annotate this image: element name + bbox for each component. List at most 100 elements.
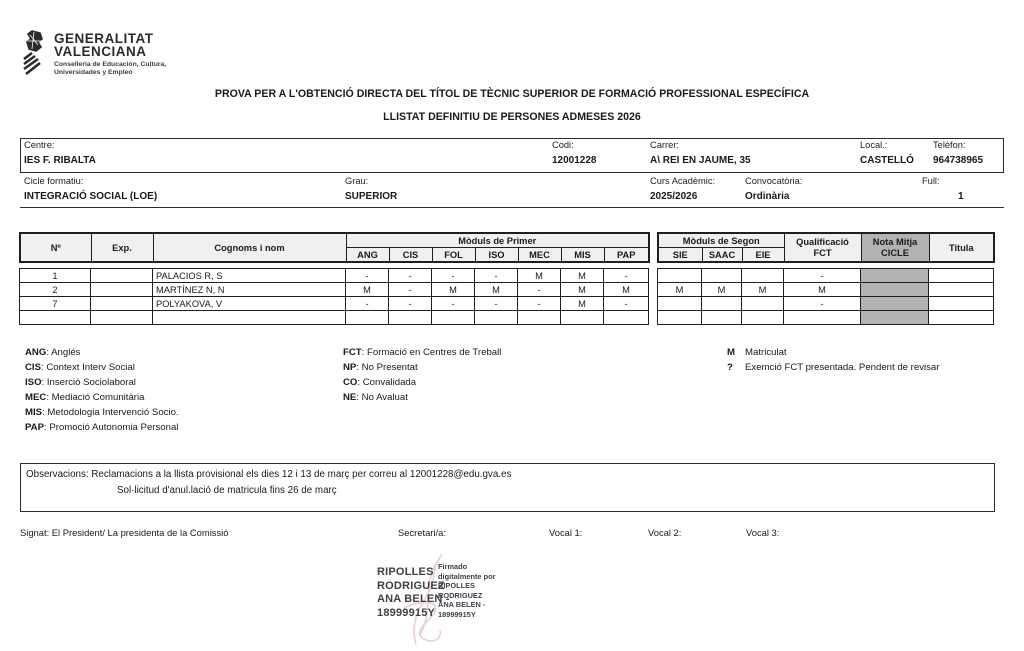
- cell-mis: M: [560, 296, 604, 311]
- cell-iso: [474, 310, 518, 325]
- legend-code: CIS: [25, 362, 41, 373]
- legend-code: FCT: [343, 347, 362, 358]
- center-info-top-border: [20, 138, 1004, 173]
- carrer-value: A\ REI EN JAUME, 35: [650, 155, 751, 166]
- table-row: Mòduls de Segon Qualificació FCT Nota Mi…: [657, 232, 995, 263]
- cell-ang: M: [345, 282, 389, 297]
- legend-desc: Mediació Comunitària: [51, 392, 145, 403]
- cicle-label: Cicle formatiu:: [24, 176, 84, 186]
- cell-name: PALACIOS R, S: [152, 268, 346, 283]
- carrer-label: Carrer:: [650, 140, 679, 150]
- col-header-sie: SIE: [657, 247, 703, 263]
- convocatoria-label: Convocatòria:: [745, 176, 803, 186]
- col-header-exp: Exp.: [90, 232, 154, 263]
- col-header-iso: ISO: [474, 247, 519, 263]
- col-header-cis: CIS: [388, 247, 433, 263]
- table-row: SIE SAAC EIE: [657, 247, 994, 263]
- legend-desc: Inserció Sociolaboral: [46, 377, 136, 388]
- table-row: [19, 310, 649, 325]
- cell-nota-mitja: [860, 268, 929, 283]
- legend-code: PAP: [25, 422, 45, 433]
- cicle-value: INTEGRACIÓ SOCIAL (LOE): [24, 191, 158, 202]
- observations-box: Observacions: Reclamacions a la llista p…: [20, 463, 995, 512]
- cell-eie: M: [741, 282, 784, 297]
- col-header-eie: EIE: [741, 247, 785, 263]
- cell-num: 7: [19, 296, 91, 311]
- table-row: 2 MARTÍNEZ N, N M - M M - M M: [19, 282, 649, 297]
- cell-sie: M: [657, 282, 702, 297]
- cell-fct: M: [783, 282, 861, 297]
- legend-separator: :: [41, 362, 47, 373]
- digital-signature-name: RIPOLLES RODRIGUEZ ANA BELEN - 18999915Y: [377, 566, 450, 619]
- generalitat-emblem-icon: [23, 30, 43, 76]
- legend-item-mec: MEC: Mediació Comunitària: [25, 392, 144, 403]
- cell-mec: M: [517, 268, 561, 283]
- col-header-mec: MEC: [517, 247, 562, 263]
- legend-desc: Anglés: [51, 347, 81, 358]
- cell-mis: M: [560, 282, 604, 297]
- results-table-header-right: Mòduls de Segon Qualificació FCT Nota Mi…: [657, 232, 995, 263]
- cell-mec: -: [517, 296, 561, 311]
- cell-eie: [741, 268, 784, 283]
- legend-item-mis: MIS: Metodologia Intervenció Socio.: [25, 407, 179, 418]
- cell-mis: M: [560, 268, 604, 283]
- cell-name: MARTÍNEZ N, N: [152, 282, 346, 297]
- col-header-titula: Titula: [928, 232, 995, 263]
- cell-fol: M: [431, 282, 475, 297]
- cell-exp: [90, 268, 153, 283]
- legend-code: MIS: [25, 407, 43, 418]
- full-value: 1: [958, 191, 964, 202]
- legend-separator: :: [46, 347, 52, 358]
- cell-sie: [657, 268, 702, 283]
- cell-cis: -: [388, 268, 432, 283]
- legend-separator: :: [357, 377, 363, 388]
- cell-num: 1: [19, 268, 91, 283]
- legend-item-cis: CIS: Context Interv Social: [25, 362, 135, 373]
- cell-titula: [928, 282, 994, 297]
- results-table-header-left: Nº Exp. Cognoms i nom Mòduls de Primer A…: [19, 232, 650, 263]
- legend-item-iso: ISO: Inserció Sociolaboral: [25, 377, 136, 388]
- legend-item-ne: NE: No Avaluat: [343, 392, 408, 403]
- cell-fct: -: [783, 296, 861, 311]
- curs-label: Curs Acadèmic:: [650, 176, 716, 186]
- legend-code: ?: [727, 362, 733, 373]
- legend-code: CO: [343, 377, 358, 388]
- legend-item-co: CO: Convalidada: [343, 377, 416, 388]
- legend-separator: :: [361, 347, 367, 358]
- observations-line1: Observacions: Reclamacions a la llista p…: [26, 469, 512, 480]
- signature-secretari-label: Secretari/a:: [398, 527, 446, 538]
- qualificacio-line: Qualificació: [796, 236, 849, 247]
- legend-desc: Metodologia Intervenció Socio.: [47, 407, 179, 418]
- cell-nota-mitja: [860, 282, 929, 297]
- cell-nota-mitja: [860, 310, 929, 325]
- legend-desc: No Avaluat: [361, 392, 408, 403]
- nota-mitja-line: Nota Mitja: [872, 236, 918, 247]
- col-header-mis: MIS: [560, 247, 605, 263]
- curs-value: 2025/2026: [650, 191, 698, 202]
- cell-num: [19, 310, 91, 325]
- cell-mec: -: [517, 282, 561, 297]
- legend-desc: No Presentat: [361, 362, 418, 373]
- local-label: Local.:: [860, 140, 888, 150]
- legend-item-m: M Matriculat: [727, 347, 787, 358]
- cell-sie: [657, 310, 702, 325]
- cell-iso: -: [474, 296, 518, 311]
- col-header-name: Cognoms i nom: [152, 232, 347, 263]
- cell-ang: -: [345, 296, 389, 311]
- centre-label: Centre:: [24, 140, 55, 150]
- cell-saac: [701, 296, 742, 311]
- brand-line2: VALENCIANA: [54, 44, 147, 59]
- cell-pap: [603, 310, 649, 325]
- legend-desc: Context Interv Social: [46, 362, 135, 373]
- telefon-label: Telèfon:: [933, 140, 966, 150]
- col-header-saac: SAAC: [701, 247, 743, 263]
- cell-pap: -: [603, 296, 649, 311]
- grau-label: Grau:: [345, 176, 369, 186]
- department-name: Conselleria de Educación, Cultura, Unive…: [54, 61, 167, 76]
- centre-value: IES F. RIBALTA: [24, 155, 96, 166]
- legend-item-ang: ANG: Anglés: [25, 347, 80, 358]
- col-header-pap: PAP: [603, 247, 650, 263]
- table-row: -: [657, 268, 994, 283]
- fct-line: FCT: [813, 247, 832, 258]
